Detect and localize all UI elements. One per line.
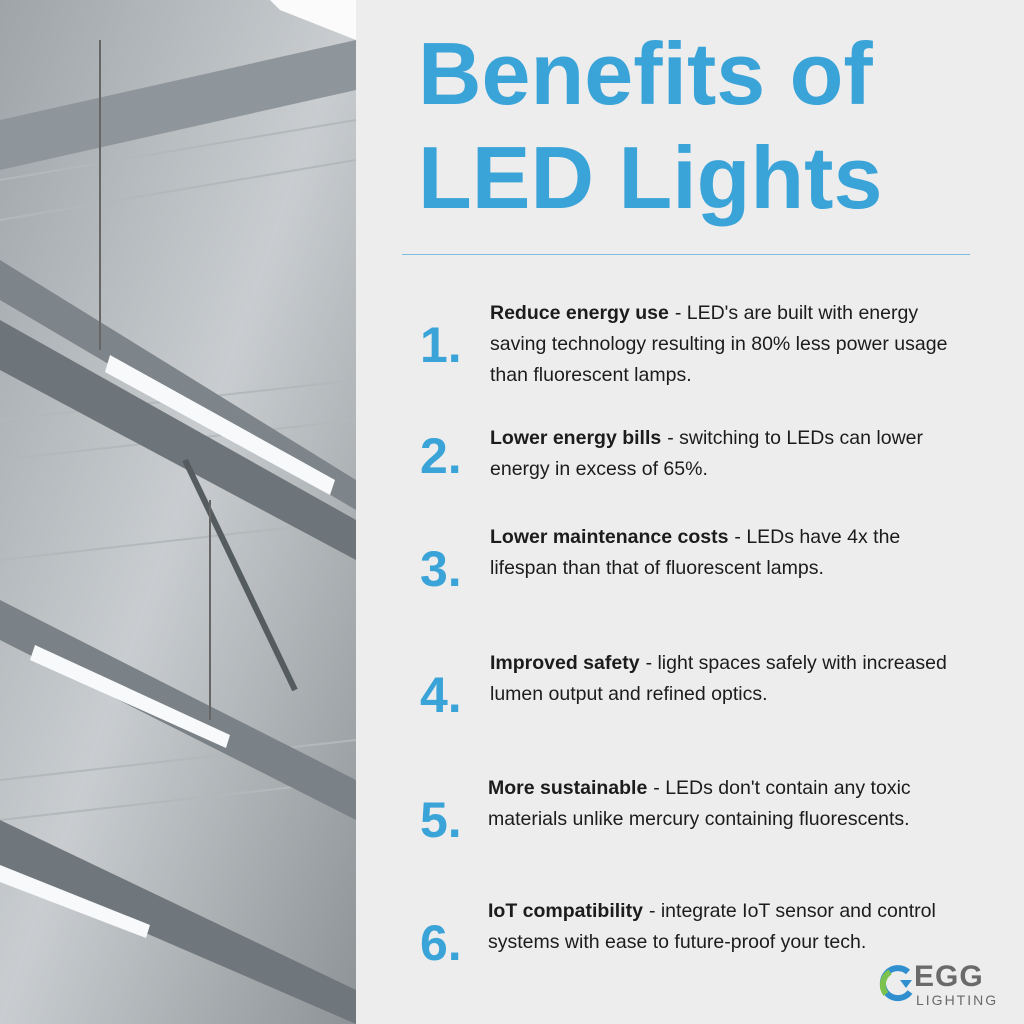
- ceiling-photo: [0, 0, 356, 1024]
- number: 2.: [420, 428, 462, 484]
- description: - switching to LEDs can lower energy in …: [490, 427, 923, 480]
- description: - integrate IoT sensor and control syste…: [488, 900, 936, 953]
- number: 5.: [420, 792, 462, 848]
- benefit-text: Improved safety - light spaces safely wit…: [490, 648, 960, 710]
- heading: Improved safety: [490, 652, 640, 674]
- benefit-text: Lower maintenance costs - LEDs have 4x th…: [490, 522, 960, 584]
- description: - LEDs have 4x the lifespan than that of…: [490, 526, 901, 579]
- description: - LED's are built with energy saving tec…: [490, 302, 948, 386]
- logo-mark: [879, 965, 913, 1002]
- heading: More sustainable: [488, 777, 648, 799]
- benefit-text: More sustainable - LEDs don't contain any…: [488, 773, 958, 835]
- heading: Lower maintenance costs: [490, 526, 729, 548]
- divider: [402, 254, 970, 255]
- benefit-text: Lower energy bills - switching to LEDs ca…: [490, 423, 960, 485]
- logo-subtitle: LIGHTING: [916, 992, 999, 1008]
- benefit-text: IoT compatibility - integrate IoT sensor …: [488, 896, 958, 958]
- number: 1.: [420, 317, 462, 373]
- number: 4.: [420, 667, 462, 723]
- title: Benefits of LED Lights: [418, 24, 883, 227]
- description: - light spaces safely with increased lum…: [490, 652, 947, 705]
- heading: Lower energy bills: [490, 427, 662, 449]
- benefit-text: Reduce energy use - LED's are built with …: [490, 298, 960, 391]
- heading: IoT compatibility: [488, 900, 643, 922]
- logo-name: EGG: [914, 960, 984, 993]
- heading: Reduce energy use: [490, 302, 669, 324]
- number: 3.: [420, 541, 462, 597]
- description: - LEDs don't contain any toxic materials…: [488, 777, 911, 830]
- number: 6.: [420, 915, 462, 971]
